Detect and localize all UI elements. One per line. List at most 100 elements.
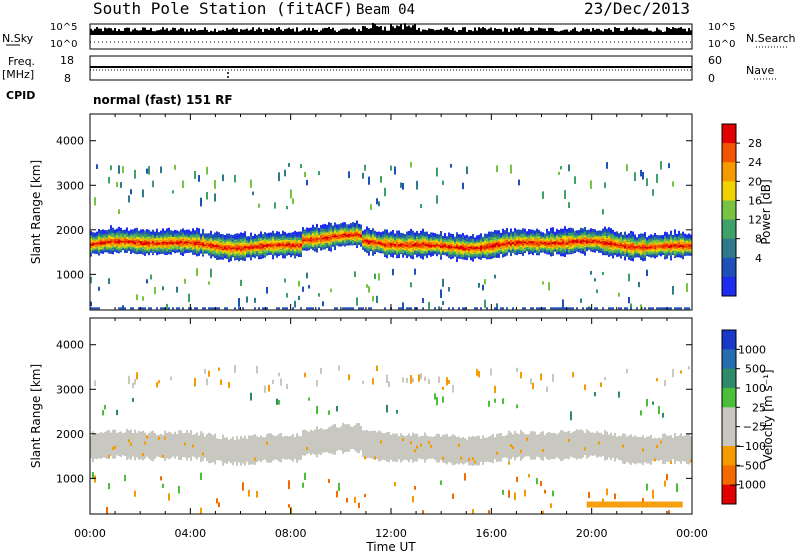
nsky-bar xyxy=(404,23,406,35)
nsky-bar xyxy=(484,28,486,35)
power-cell xyxy=(420,204,422,209)
power-cell xyxy=(176,230,178,234)
nsky-bar xyxy=(136,30,138,35)
power-cell xyxy=(90,301,92,307)
nsky-bar xyxy=(196,30,198,35)
nsky-bar xyxy=(372,22,374,35)
nsky-bar xyxy=(358,29,360,35)
nsky-bar xyxy=(488,28,490,35)
nsky-bar xyxy=(524,30,526,35)
nsky-bar xyxy=(568,31,570,35)
power-cell xyxy=(274,233,276,237)
power-cell xyxy=(364,229,366,233)
nsky-bar xyxy=(536,30,538,35)
power-cell xyxy=(384,229,386,233)
power-cell xyxy=(406,307,408,310)
power-cell xyxy=(196,268,198,276)
nsky-bar xyxy=(564,29,566,35)
nsky-bar xyxy=(674,28,676,35)
power-cell xyxy=(378,231,380,235)
power-cell xyxy=(424,231,426,235)
power-cell xyxy=(242,232,244,236)
nsky-bar xyxy=(92,30,94,35)
nsky-bar xyxy=(306,30,308,35)
nsky-bar xyxy=(286,28,288,35)
power-cell xyxy=(488,231,490,235)
power-cell xyxy=(186,229,188,233)
power-cell xyxy=(162,286,164,291)
nsky-bar xyxy=(160,29,162,35)
nsky-bar xyxy=(606,29,608,35)
nsky-bar xyxy=(266,28,268,35)
power-cell xyxy=(172,230,174,234)
power-cell xyxy=(486,233,488,237)
power-cell xyxy=(342,222,344,226)
power-cell xyxy=(130,307,132,310)
nsky-bar xyxy=(340,29,342,35)
nsky-bar xyxy=(194,28,196,35)
power-cell xyxy=(210,230,212,234)
nsky-bar xyxy=(462,27,464,35)
power-cell xyxy=(474,237,476,241)
power-cell xyxy=(142,307,144,310)
power-cell xyxy=(232,237,234,241)
nsky-bar xyxy=(562,30,564,35)
power-cell xyxy=(90,276,92,284)
power-cell xyxy=(368,228,370,232)
nsky-bar xyxy=(314,29,316,35)
power-cell xyxy=(318,171,320,176)
nsky-bar xyxy=(332,27,334,35)
nsky-bar xyxy=(108,27,110,35)
power-cell xyxy=(160,166,162,174)
power-cell xyxy=(478,234,480,238)
nsky-bar xyxy=(430,28,432,35)
nsky-bar xyxy=(132,29,134,35)
nsky-bar xyxy=(680,27,682,35)
nsky-bar xyxy=(254,30,256,35)
nsky-bar xyxy=(658,29,660,35)
power-cell xyxy=(236,233,238,237)
nsky-bar xyxy=(126,27,128,35)
power-cell xyxy=(462,235,464,239)
power-cell xyxy=(302,286,304,292)
nsky-bar xyxy=(458,29,460,35)
nsky-bar xyxy=(522,27,524,35)
power-cell xyxy=(362,307,364,310)
nsky-bar xyxy=(270,27,272,35)
nsky-bar xyxy=(380,25,382,35)
nsky-bar xyxy=(422,29,424,35)
power-cell xyxy=(306,227,308,231)
power-cell xyxy=(410,282,412,288)
nsky-bar xyxy=(282,31,284,35)
power-cell xyxy=(274,202,276,209)
power-cell xyxy=(280,233,282,237)
power-cell xyxy=(324,226,326,230)
power-cell xyxy=(116,228,118,232)
nsky-bar xyxy=(668,27,670,35)
power-cell xyxy=(92,307,94,310)
power-cell xyxy=(312,226,314,230)
power-cell xyxy=(358,223,360,227)
power-cell xyxy=(486,307,488,310)
nsky-bar xyxy=(582,28,584,35)
power-cell xyxy=(442,278,444,287)
power-cell xyxy=(348,171,350,179)
power-cell xyxy=(380,176,382,183)
nsky-bar xyxy=(274,30,276,35)
power-cell xyxy=(122,307,124,310)
power-cell xyxy=(138,230,140,234)
power-cell xyxy=(328,222,330,226)
nsky-bar xyxy=(362,25,364,35)
nsky-bar xyxy=(436,29,438,35)
nsky-bar xyxy=(432,29,434,35)
nsky-bar xyxy=(154,31,156,35)
nsky-bar xyxy=(346,28,348,35)
nsky-bar xyxy=(648,30,650,35)
nsky-bar xyxy=(424,29,426,35)
power-cell xyxy=(132,307,134,310)
nsky-bar xyxy=(418,27,420,35)
nsky-bar xyxy=(170,29,172,35)
nsky-bar xyxy=(550,27,552,35)
nsky-bar xyxy=(408,25,410,35)
nsky-bar xyxy=(246,28,248,35)
